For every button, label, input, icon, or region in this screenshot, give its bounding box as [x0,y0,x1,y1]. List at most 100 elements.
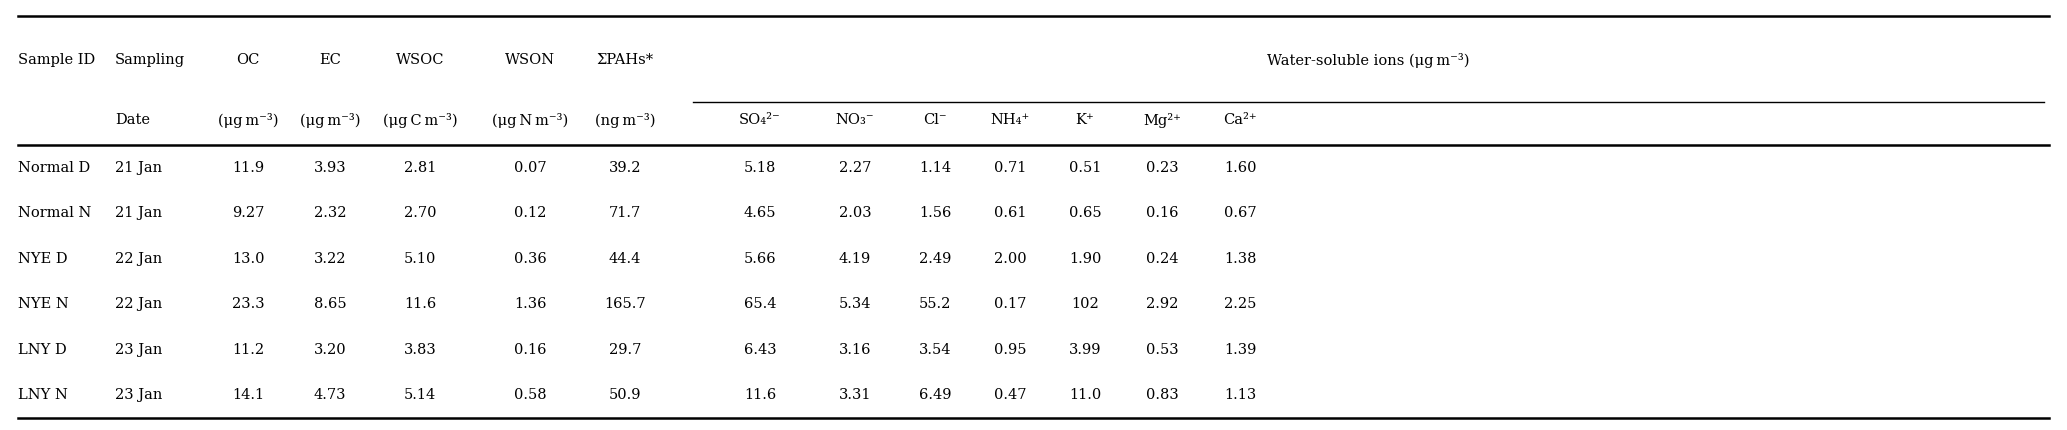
Text: 0.61: 0.61 [994,206,1025,220]
Text: 4.65: 4.65 [744,206,777,220]
Text: 4.19: 4.19 [839,252,870,266]
Text: 2.03: 2.03 [839,206,872,220]
Text: 55.2: 55.2 [920,297,951,311]
Text: 22 Jan: 22 Jan [116,252,161,266]
Text: 23.3: 23.3 [232,297,265,311]
Text: 0.36: 0.36 [513,252,546,266]
Text: 44.4: 44.4 [610,252,641,266]
Text: 9.27: 9.27 [232,206,265,220]
Text: 0.12: 0.12 [515,206,546,220]
Text: Cl⁻: Cl⁻ [924,113,947,127]
Text: 13.0: 13.0 [232,252,265,266]
Text: 1.90: 1.90 [1069,252,1102,266]
Text: OC: OC [236,53,260,67]
Text: 5.66: 5.66 [744,252,777,266]
Text: 22 Jan: 22 Jan [116,297,161,311]
Text: 1.36: 1.36 [515,297,546,311]
Text: 3.93: 3.93 [314,161,347,175]
Text: Normal N: Normal N [19,206,91,220]
Text: 29.7: 29.7 [610,343,641,357]
Text: 0.23: 0.23 [1145,161,1178,175]
Text: 0.24: 0.24 [1145,252,1178,266]
Text: Mg²⁺: Mg²⁺ [1143,113,1180,128]
Text: 71.7: 71.7 [610,206,641,220]
Text: 3.83: 3.83 [403,343,436,357]
Text: Sample ID: Sample ID [19,53,95,67]
Text: 0.17: 0.17 [994,297,1025,311]
Text: SO₄²⁻: SO₄²⁻ [740,113,781,127]
Text: 23 Jan: 23 Jan [116,388,163,402]
Text: 5.18: 5.18 [744,161,777,175]
Text: 5.34: 5.34 [839,297,872,311]
Text: 21 Jan: 21 Jan [116,206,161,220]
Text: (μg C m⁻³): (μg C m⁻³) [382,113,457,128]
Text: K⁺: K⁺ [1075,113,1093,127]
Text: Sampling: Sampling [116,53,186,67]
Text: (μg m⁻³): (μg m⁻³) [300,113,360,128]
Text: 2.70: 2.70 [403,206,436,220]
Text: 0.67: 0.67 [1224,206,1257,220]
Text: LNY N: LNY N [19,388,68,402]
Text: 4.73: 4.73 [314,388,347,402]
Text: 65.4: 65.4 [744,297,777,311]
Text: 165.7: 165.7 [604,297,645,311]
Text: 0.53: 0.53 [1145,343,1178,357]
Text: 1.13: 1.13 [1224,388,1257,402]
Text: 50.9: 50.9 [610,388,641,402]
Text: 21 Jan: 21 Jan [116,161,161,175]
Text: 0.65: 0.65 [1069,206,1102,220]
Text: (ng m⁻³): (ng m⁻³) [595,113,655,128]
Text: 0.07: 0.07 [515,161,546,175]
Text: 8.65: 8.65 [314,297,347,311]
Text: 2.25: 2.25 [1224,297,1257,311]
Text: 23 Jan: 23 Jan [116,343,163,357]
Text: LNY D: LNY D [19,343,66,357]
Text: EC: EC [318,53,341,67]
Text: 2.27: 2.27 [839,161,870,175]
Text: 5.14: 5.14 [403,388,436,402]
Text: Water-soluble ions (μg m⁻³): Water-soluble ions (μg m⁻³) [1267,52,1470,68]
Text: WSOC: WSOC [395,53,444,67]
Text: (μg m⁻³): (μg m⁻³) [217,113,279,128]
Text: 11.2: 11.2 [232,343,265,357]
Text: 2.32: 2.32 [314,206,347,220]
Text: 3.16: 3.16 [839,343,872,357]
Text: 3.54: 3.54 [918,343,951,357]
Text: 11.6: 11.6 [403,297,436,311]
Text: 11.9: 11.9 [232,161,265,175]
Text: 1.14: 1.14 [920,161,951,175]
Text: 0.16: 0.16 [515,343,546,357]
Text: 5.10: 5.10 [403,252,436,266]
Text: 0.51: 0.51 [1069,161,1102,175]
Text: 0.71: 0.71 [994,161,1025,175]
Text: 1.38: 1.38 [1224,252,1257,266]
Text: NO₃⁻: NO₃⁻ [835,113,874,127]
Text: NYE N: NYE N [19,297,68,311]
Text: 39.2: 39.2 [610,161,641,175]
Text: 2.00: 2.00 [994,252,1027,266]
Text: NH₄⁺: NH₄⁺ [990,113,1029,127]
Text: 0.47: 0.47 [994,388,1025,402]
Text: 0.83: 0.83 [1145,388,1178,402]
Text: 2.92: 2.92 [1145,297,1178,311]
Text: 3.20: 3.20 [314,343,347,357]
Text: 0.95: 0.95 [994,343,1025,357]
Text: 3.99: 3.99 [1069,343,1102,357]
Text: Date: Date [116,113,151,127]
Text: Normal D: Normal D [19,161,91,175]
Text: 1.60: 1.60 [1224,161,1257,175]
Text: 1.39: 1.39 [1224,343,1257,357]
Text: 0.16: 0.16 [1145,206,1178,220]
Text: WSON: WSON [504,53,556,67]
Text: NYE D: NYE D [19,252,68,266]
Text: 11.6: 11.6 [744,388,775,402]
Text: 0.58: 0.58 [515,388,546,402]
Text: 6.43: 6.43 [744,343,777,357]
Text: 6.49: 6.49 [918,388,951,402]
Text: 1.56: 1.56 [920,206,951,220]
Text: 2.49: 2.49 [920,252,951,266]
Text: 2.81: 2.81 [403,161,436,175]
Text: 3.31: 3.31 [839,388,872,402]
Text: ΣPAHs*: ΣPAHs* [597,53,653,67]
Text: (μg N m⁻³): (μg N m⁻³) [492,113,568,128]
